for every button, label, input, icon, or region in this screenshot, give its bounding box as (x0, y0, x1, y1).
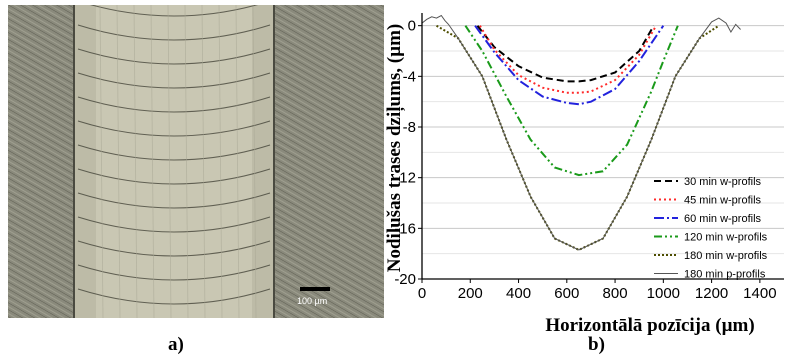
x-tick-label: 400 (506, 285, 531, 302)
depth-profile-chart: 0 200 400 600 800 1000 1200 14000-4-8-12-16-20 … (384, 0, 796, 336)
x-tick-label: 600 (554, 285, 579, 302)
panel-label-a: a) (168, 334, 184, 356)
y-tick-label: 0 (408, 18, 416, 35)
panel-label-b: b) (588, 334, 605, 356)
wear-track-micrograph: 100 µm (8, 5, 384, 318)
legend-label: 45 min w-profils (684, 195, 762, 207)
legend-label: 60 min w-profils (684, 213, 762, 225)
legend-label: 30 min w-profils (684, 176, 762, 188)
x-axis-label: Horizontālā pozīcija (µm) (545, 315, 754, 336)
x-tick-label: 1400 (743, 285, 776, 302)
x-tick-label: 1000 (647, 285, 680, 302)
wear-track-surface (74, 5, 274, 318)
series-line (437, 26, 719, 250)
legend-label: 120 min w-profils (684, 232, 768, 244)
x-tick-label: 0 (418, 285, 426, 302)
legend-label: 180 min w-profils (684, 250, 768, 262)
series-line (475, 26, 663, 105)
x-tick-label: 1200 (695, 285, 728, 302)
scale-bar-label: 100 µm (297, 296, 327, 306)
legend-label: 180 min p-profils (684, 269, 766, 281)
x-tick-label: 800 (603, 285, 628, 302)
series-line (478, 26, 654, 82)
y-axis-label: Nodilušas trases dziļums, (µm) (384, 24, 405, 272)
x-tick-label: 200 (458, 285, 483, 302)
y-tick-label: -20 (394, 271, 416, 288)
